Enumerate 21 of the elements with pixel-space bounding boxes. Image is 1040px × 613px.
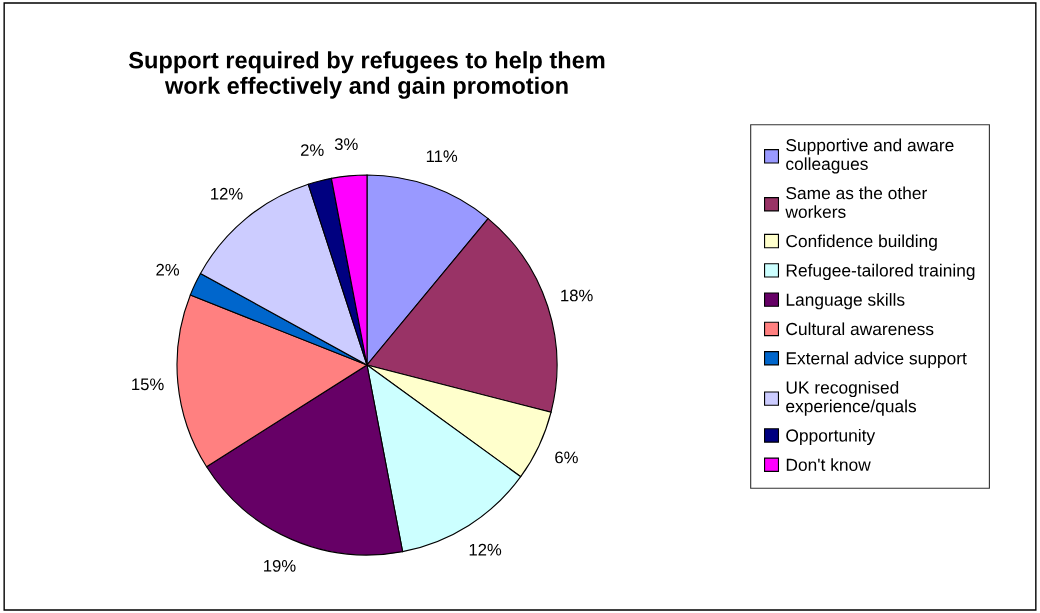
chart-title: Support required by refugees to help them work effectively and gain promotion xyxy=(128,51,605,99)
legend-label: Supportive and aware colleagues xyxy=(786,138,954,174)
data-label: 12% xyxy=(211,187,243,200)
data-label: 2% xyxy=(156,263,180,276)
data-label: 19% xyxy=(264,559,296,572)
data-label: 12% xyxy=(469,543,502,556)
data-label: 11% xyxy=(426,150,458,163)
legend-label: Same as the other workers xyxy=(785,186,927,218)
legend-label: Opportunity xyxy=(786,428,876,446)
legend-label: Confidence building xyxy=(786,234,937,251)
legend-label: External advice support xyxy=(786,351,967,368)
data-label: 18% xyxy=(561,289,593,302)
data-label: 2% xyxy=(300,144,324,156)
legend-label: Cultural awareness xyxy=(786,322,934,336)
legend-label: Don't know xyxy=(786,458,871,471)
legend-label: UK recognised experience/quals xyxy=(786,380,917,416)
data-label: 3% xyxy=(334,138,358,151)
data-label: 15% xyxy=(132,378,164,391)
legend-label: Language skills xyxy=(786,293,905,310)
data-label: 6% xyxy=(555,451,578,464)
legend-label: Refugee-tailored training xyxy=(786,263,975,280)
